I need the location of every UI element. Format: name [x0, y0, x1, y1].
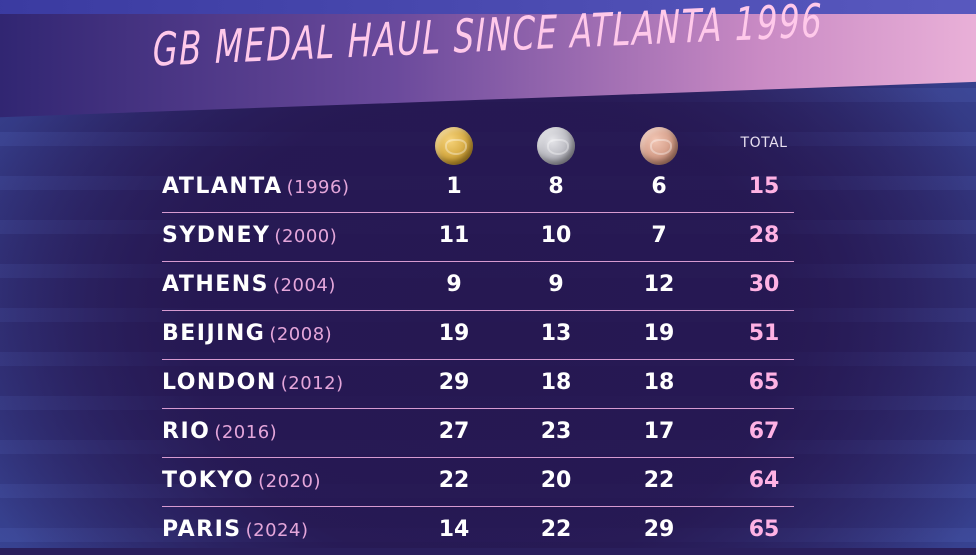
city-name: RIO — [162, 419, 211, 444]
silver-count: 13 — [540, 321, 572, 346]
total-count: 64 — [748, 468, 780, 493]
total-count: 65 — [748, 517, 780, 542]
banner-stripe — [0, 0, 976, 14]
games-year: (2004) — [273, 275, 336, 296]
city-name: LONDON — [162, 370, 277, 395]
silver-count: 18 — [540, 370, 572, 395]
city-name: ATHENS — [162, 272, 270, 297]
silver-count: 23 — [540, 419, 572, 444]
city-name: SYDNEY — [162, 223, 271, 248]
host-city: PARIS (2024) — [162, 517, 308, 542]
city-name: TOKYO — [162, 468, 255, 493]
table-row: ATHENS (2004) 9 9 12 30 — [162, 262, 794, 311]
host-city: ATHENS (2004) — [162, 272, 336, 297]
host-city: BEIJING (2008) — [162, 321, 332, 346]
bronze-count: 6 — [651, 174, 667, 199]
table-row: SYDNEY (2000) 11 10 7 28 — [162, 213, 794, 262]
gold-count: 14 — [438, 517, 470, 542]
games-year: (2008) — [269, 324, 333, 345]
games-year: (2000) — [274, 226, 338, 247]
bronze-count: 18 — [643, 370, 675, 395]
silver-count: 8 — [548, 174, 564, 199]
games-year: (2012) — [280, 373, 344, 394]
city-name: ATLANTA — [162, 174, 283, 199]
games-year: (2020) — [258, 471, 321, 492]
bronze-count: 7 — [651, 223, 667, 248]
table-row: BEIJING (2008) 19 13 19 51 — [162, 311, 794, 360]
host-city: SYDNEY (2000) — [162, 223, 337, 248]
gold-count: 9 — [446, 272, 462, 297]
total-count: 28 — [748, 223, 780, 248]
total-count: 15 — [748, 174, 780, 199]
bronze-count: 17 — [643, 419, 675, 444]
gold-count: 1 — [446, 174, 462, 199]
gold-medal-icon — [435, 127, 473, 165]
games-year: (2024) — [245, 520, 309, 541]
total-count: 67 — [748, 419, 780, 444]
silver-count: 9 — [548, 272, 564, 297]
bronze-count: 29 — [643, 517, 675, 542]
total-count: 65 — [748, 370, 780, 395]
total-column-header: TOTAL — [740, 135, 788, 151]
table-row: RIO (2016) 27 23 17 67 — [162, 409, 794, 458]
host-city: TOKYO (2020) — [162, 468, 321, 493]
city-name: BEIJING — [162, 321, 266, 346]
gold-count: 19 — [438, 321, 470, 346]
table-body: ATLANTA (1996) 1 8 6 15 SYDNEY (2000) 11 10 7 28 ATH… — [162, 164, 794, 555]
gold-count: 11 — [438, 223, 470, 248]
games-year: (1996) — [286, 177, 350, 198]
table-row: PARIS (2024) 14 22 29 65 — [162, 507, 794, 555]
table-row: ATLANTA (1996) 1 8 6 15 — [162, 164, 794, 213]
total-count: 51 — [748, 321, 780, 346]
silver-medal-icon — [537, 127, 575, 165]
host-city: RIO (2016) — [162, 419, 277, 444]
silver-count: 20 — [540, 468, 572, 493]
table-row: LONDON (2012) 29 18 18 65 — [162, 360, 794, 409]
table-row: TOKYO (2020) 22 20 22 64 — [162, 458, 794, 507]
medal-table: TOTAL ATLANTA (1996) 1 8 6 15 SYDNEY (2000) 11 10… — [162, 120, 794, 555]
bronze-count: 19 — [643, 321, 675, 346]
host-city: LONDON (2012) — [162, 370, 344, 395]
table-header: TOTAL — [162, 120, 794, 172]
bronze-count: 12 — [643, 272, 675, 297]
bronze-medal-icon — [640, 127, 678, 165]
silver-count: 10 — [540, 223, 572, 248]
gold-count: 22 — [438, 468, 470, 493]
city-name: PARIS — [162, 517, 242, 542]
host-city: ATLANTA (1996) — [162, 174, 349, 199]
total-count: 30 — [748, 272, 780, 297]
gold-count: 29 — [438, 370, 470, 395]
bronze-count: 22 — [643, 468, 675, 493]
games-year: (2016) — [214, 422, 278, 443]
silver-count: 22 — [540, 517, 572, 542]
gold-count: 27 — [438, 419, 470, 444]
